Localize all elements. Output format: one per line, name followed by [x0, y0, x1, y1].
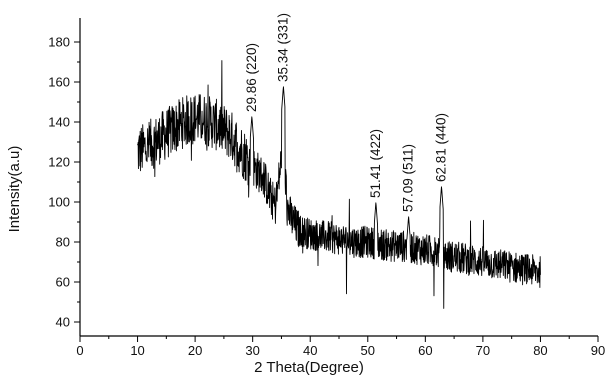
peak-label: 57.09 (511): [401, 144, 416, 212]
plot-area: [137, 60, 541, 309]
y-tick-label: 120: [48, 155, 70, 170]
y-axis-label: Intensity(a.u): [6, 146, 23, 233]
axes: 0 10 20 30 40 50 60 70 80 90 40 60 80 100 120 140 160 180…: [48, 13, 605, 358]
y-tick-label: 180: [48, 35, 70, 50]
x-tick-label: 60: [418, 343, 432, 358]
peak-label: 35.34 (331): [275, 13, 290, 82]
x-axis-label: 2 Theta(Degree): [254, 359, 364, 376]
peak-label: 51.41 (422): [368, 129, 383, 198]
x-tick-label: 40: [303, 343, 317, 358]
y-tick-label: 60: [56, 275, 70, 290]
x-tick-label: 50: [361, 343, 375, 358]
x-tick-label: 0: [76, 343, 83, 358]
y-tick-label: 100: [48, 195, 70, 210]
x-tick-label: 10: [130, 343, 144, 358]
y-tick-label: 160: [48, 75, 70, 90]
y-tick-label: 80: [56, 235, 70, 250]
y-tick-label: 40: [56, 315, 70, 330]
diffraction-line: [137, 60, 541, 309]
y-tick-label: 140: [48, 115, 70, 130]
x-tick-label: 30: [245, 343, 259, 358]
peak-label: 62.81 (440): [434, 113, 449, 182]
x-tick-label: 90: [591, 343, 605, 358]
x-tick-label: 70: [476, 343, 490, 358]
x-tick-label: 80: [533, 343, 547, 358]
peak-label: 29.86 (220): [244, 43, 259, 112]
x-tick-label: 20: [188, 343, 202, 358]
